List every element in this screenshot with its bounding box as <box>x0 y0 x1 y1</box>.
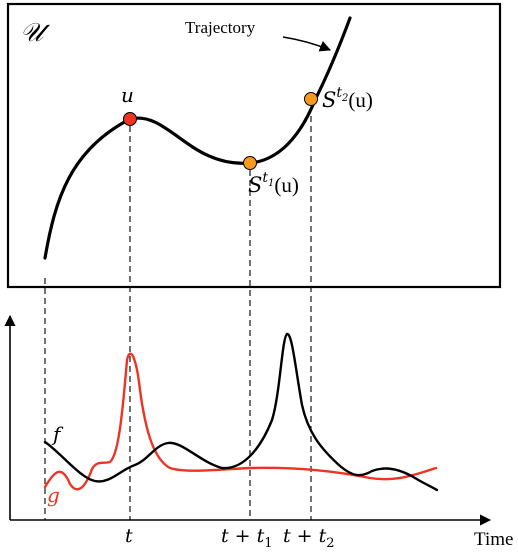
point-u-label: u <box>121 83 134 107</box>
point-s-t1 <box>243 156 257 170</box>
signal-f-label: f <box>51 422 64 446</box>
state-space-symbol: 𝒰 <box>20 18 51 48</box>
signal-g-curve <box>43 352 438 491</box>
signal-g-label: g <box>47 483 60 507</box>
trajectory-arrow <box>282 36 332 52</box>
point-s-t2-label: St2(u) <box>322 85 373 112</box>
tick-label-t: t <box>125 525 133 547</box>
signal-f-curve <box>43 332 439 492</box>
point-u <box>123 112 137 126</box>
trajectory-curve <box>43 16 352 260</box>
point-s-t2 <box>304 92 318 106</box>
point-s-t1-label: St1(u) <box>248 170 299 197</box>
tick-label-t-plus-t2: t + t2 <box>283 525 335 551</box>
state-space-box <box>6 2 502 289</box>
x-axis-label: Time <box>474 529 513 550</box>
tick-label-t-plus-t1: t + t1 <box>221 525 273 551</box>
trajectory-label: Trajectory <box>185 18 256 37</box>
